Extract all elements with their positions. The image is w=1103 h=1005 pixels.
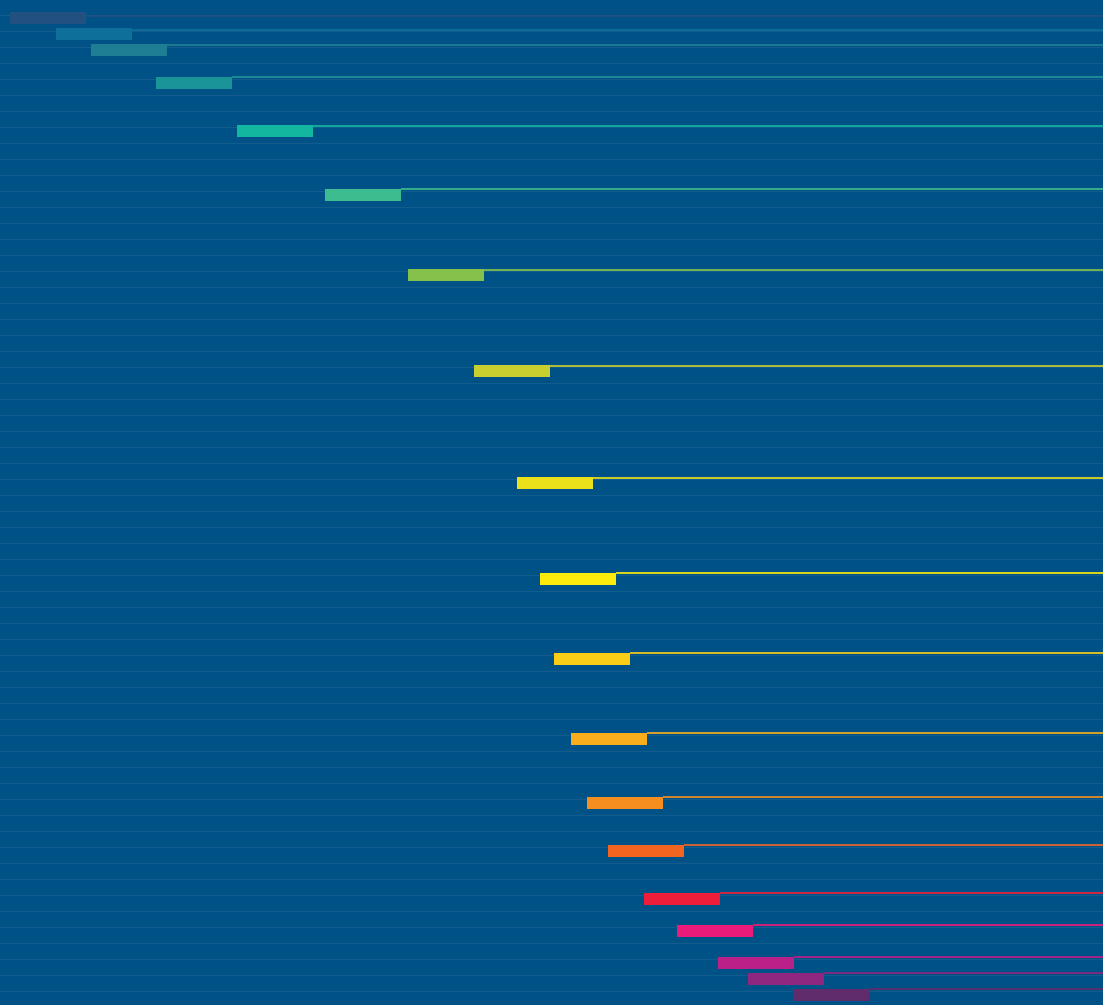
band-line bbox=[0, 895, 1103, 896]
block-10 bbox=[540, 573, 616, 585]
line-12 bbox=[647, 732, 1103, 734]
line-9 bbox=[593, 477, 1103, 479]
block-14 bbox=[608, 845, 684, 857]
band-line bbox=[0, 399, 1103, 400]
band-line bbox=[0, 639, 1103, 640]
line-14 bbox=[684, 844, 1103, 846]
band-line bbox=[0, 863, 1103, 864]
band-line bbox=[0, 687, 1103, 688]
band-line bbox=[0, 815, 1103, 816]
band-line bbox=[0, 767, 1103, 768]
band-line bbox=[0, 319, 1103, 320]
band-line bbox=[0, 447, 1103, 448]
band-line bbox=[0, 335, 1103, 336]
block-19 bbox=[793, 989, 869, 1001]
band-line bbox=[0, 495, 1103, 496]
line-18 bbox=[824, 972, 1103, 974]
band-line bbox=[0, 671, 1103, 672]
band-line bbox=[0, 783, 1103, 784]
line-16 bbox=[753, 924, 1103, 926]
band-line bbox=[0, 751, 1103, 752]
band-line bbox=[0, 943, 1103, 944]
band-line bbox=[0, 287, 1103, 288]
block-9 bbox=[517, 477, 593, 489]
band-line bbox=[0, 63, 1103, 64]
line-11 bbox=[630, 652, 1103, 654]
band-line bbox=[0, 223, 1103, 224]
band-line bbox=[0, 559, 1103, 560]
band-line bbox=[0, 95, 1103, 96]
block-6 bbox=[325, 189, 401, 201]
band-line bbox=[0, 191, 1103, 192]
band-line bbox=[0, 159, 1103, 160]
band-line bbox=[0, 207, 1103, 208]
line-3 bbox=[167, 44, 1103, 46]
band-line bbox=[0, 959, 1103, 960]
block-16 bbox=[677, 925, 753, 937]
band-line bbox=[0, 975, 1103, 976]
band-line bbox=[0, 415, 1103, 416]
band-line bbox=[0, 911, 1103, 912]
line-15 bbox=[720, 892, 1103, 894]
band-line bbox=[0, 703, 1103, 704]
band-line bbox=[0, 351, 1103, 352]
line-4 bbox=[232, 76, 1103, 78]
band-line bbox=[0, 367, 1103, 368]
line-7 bbox=[484, 269, 1103, 271]
band-line bbox=[0, 431, 1103, 432]
line-5 bbox=[313, 125, 1103, 127]
line-13 bbox=[663, 796, 1103, 798]
band-line bbox=[0, 831, 1103, 832]
band-line bbox=[0, 143, 1103, 144]
band-line bbox=[0, 655, 1103, 656]
band-line bbox=[0, 255, 1103, 256]
band-line bbox=[0, 175, 1103, 176]
line-2 bbox=[132, 29, 1103, 31]
line-10 bbox=[616, 572, 1103, 574]
line-8 bbox=[550, 365, 1103, 367]
band-line bbox=[0, 543, 1103, 544]
line-1 bbox=[86, 15, 1103, 17]
block-3 bbox=[91, 44, 167, 56]
band-line bbox=[0, 735, 1103, 736]
block-11 bbox=[554, 653, 630, 665]
block-8 bbox=[474, 365, 550, 377]
band-line bbox=[0, 511, 1103, 512]
band-line bbox=[0, 927, 1103, 928]
band-line bbox=[0, 991, 1103, 992]
block-18 bbox=[748, 973, 824, 985]
band-line bbox=[0, 383, 1103, 384]
band-line bbox=[0, 719, 1103, 720]
band-line bbox=[0, 623, 1103, 624]
block-7 bbox=[408, 269, 484, 281]
block-4 bbox=[156, 77, 232, 89]
block-17 bbox=[718, 957, 794, 969]
block-5 bbox=[237, 125, 313, 137]
band-line bbox=[0, 31, 1103, 32]
band-line bbox=[0, 527, 1103, 528]
block-12 bbox=[571, 733, 647, 745]
band-line bbox=[0, 591, 1103, 592]
band-line bbox=[0, 239, 1103, 240]
line-6 bbox=[401, 188, 1103, 190]
band-line bbox=[0, 799, 1103, 800]
band-line bbox=[0, 607, 1103, 608]
band-line bbox=[0, 463, 1103, 464]
block-13 bbox=[587, 797, 663, 809]
band-line bbox=[0, 271, 1103, 272]
line-19 bbox=[869, 988, 1103, 990]
band-line bbox=[0, 79, 1103, 80]
block-2 bbox=[56, 28, 132, 40]
block-15 bbox=[644, 893, 720, 905]
band-line bbox=[0, 47, 1103, 48]
block-1 bbox=[10, 12, 86, 24]
band-line bbox=[0, 127, 1103, 128]
band-line bbox=[0, 879, 1103, 880]
band-line bbox=[0, 111, 1103, 112]
band-line bbox=[0, 847, 1103, 848]
line-17 bbox=[794, 956, 1103, 958]
band-line bbox=[0, 303, 1103, 304]
